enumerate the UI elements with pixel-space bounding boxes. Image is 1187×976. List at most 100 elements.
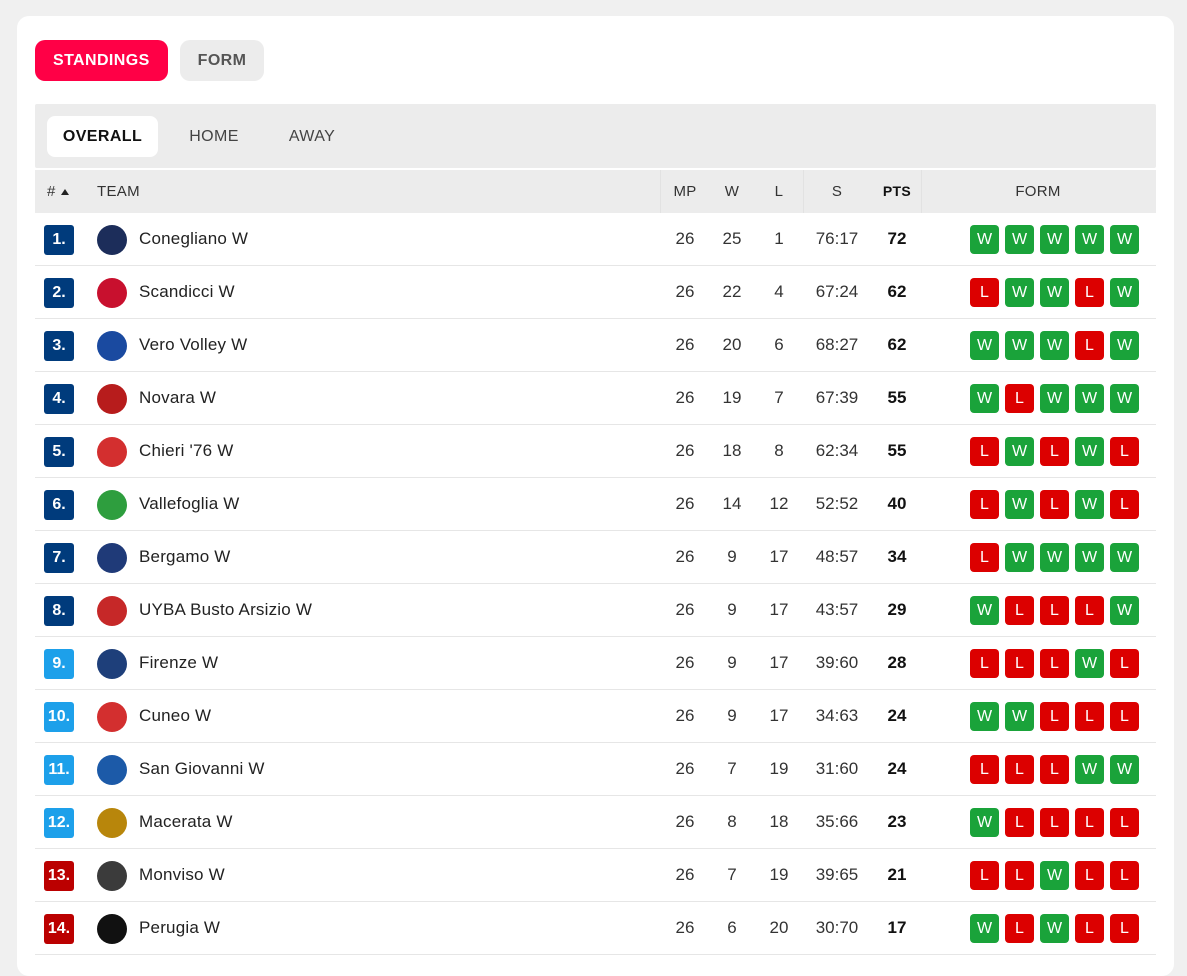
form-loss-badge[interactable]: L [1040,702,1069,731]
form-win-badge[interactable]: W [970,808,999,837]
tab-overall[interactable]: OVERALL [47,116,158,157]
team-name-link[interactable]: Vero Volley W [139,335,248,354]
mp-column-header[interactable]: MP [673,183,697,200]
team-name-link[interactable]: Bergamo W [139,547,231,566]
form-loss-badge[interactable]: L [1075,861,1104,890]
form-loss-badge[interactable]: L [1005,649,1034,678]
form-loss-badge[interactable]: L [1005,861,1034,890]
form-loss-badge[interactable]: L [970,490,999,519]
team-name-link[interactable]: Firenze W [139,653,219,672]
team-name-link[interactable]: Scandicci W [139,282,235,301]
form-win-badge[interactable]: W [1075,649,1104,678]
team-name-link[interactable]: San Giovanni W [139,759,265,778]
form-loss-badge[interactable]: L [970,437,999,466]
form-loss-badge[interactable]: L [970,755,999,784]
form-win-badge[interactable]: W [970,225,999,254]
form-loss-badge[interactable]: L [1040,649,1069,678]
form-win-badge[interactable]: W [1005,437,1034,466]
form-win-badge[interactable]: W [970,702,999,731]
l-column-header[interactable]: L [774,183,784,200]
tab-away[interactable]: AWAY [288,127,336,145]
form-win-badge[interactable]: W [1005,490,1034,519]
form-loss-badge[interactable]: L [1075,331,1104,360]
form-win-badge[interactable]: W [1110,225,1139,254]
table-row[interactable]: 8. UYBA Busto Arsizio W 26 9 17 43:57 29… [35,584,1156,637]
form-win-badge[interactable]: W [1005,543,1034,572]
team-name-link[interactable]: Vallefoglia W [139,494,240,513]
team-name-link[interactable]: Monviso W [139,865,225,884]
form-win-badge[interactable]: W [970,331,999,360]
form-loss-badge[interactable]: L [1110,649,1139,678]
form-win-badge[interactable]: W [1075,225,1104,254]
team-name-link[interactable]: Novara W [139,388,217,407]
form-loss-badge[interactable]: L [1040,596,1069,625]
form-loss-badge[interactable]: L [970,649,999,678]
team-name-link[interactable]: Cuneo W [139,706,212,725]
s-column-header[interactable]: S [831,183,843,200]
team-name-link[interactable]: Perugia W [139,918,221,937]
tab-home[interactable]: HOME [189,127,239,145]
form-loss-badge[interactable]: L [1075,808,1104,837]
form-loss-badge[interactable]: L [1110,861,1139,890]
w-column-header[interactable]: W [724,183,740,200]
form-win-badge[interactable]: W [970,596,999,625]
form-loss-badge[interactable]: L [970,861,999,890]
form-win-badge[interactable]: W [970,384,999,413]
form-loss-badge[interactable]: L [1005,755,1034,784]
team-column-header[interactable]: TEAM [97,183,140,200]
team-name-link[interactable]: Chieri '76 W [139,441,234,460]
pts-column-header[interactable]: PTS [882,183,912,199]
form-win-badge[interactable]: W [1075,490,1104,519]
tab-form[interactable]: FORM [179,40,265,81]
form-loss-badge[interactable]: L [1110,437,1139,466]
team-name-link[interactable]: Conegliano W [139,229,249,248]
form-win-badge[interactable]: W [1075,755,1104,784]
form-win-badge[interactable]: W [1110,278,1139,307]
form-win-badge[interactable]: W [1075,437,1104,466]
form-win-badge[interactable]: W [1005,331,1034,360]
form-loss-badge[interactable]: L [970,278,999,307]
form-loss-badge[interactable]: L [1005,384,1034,413]
rank-column-header[interactable]: # [47,170,69,213]
form-loss-badge[interactable]: L [1040,490,1069,519]
form-loss-badge[interactable]: L [1075,914,1104,943]
form-win-badge[interactable]: W [1110,755,1139,784]
form-win-badge[interactable]: W [1040,278,1069,307]
form-win-badge[interactable]: W [1110,543,1139,572]
form-loss-badge[interactable]: L [1005,914,1034,943]
form-win-badge[interactable]: W [1040,225,1069,254]
form-loss-badge[interactable]: L [1110,808,1139,837]
tab-standings[interactable]: STANDINGS [35,40,168,81]
form-loss-badge[interactable]: L [1005,808,1034,837]
form-win-badge[interactable]: W [1075,384,1104,413]
form-loss-badge[interactable]: L [1110,914,1139,943]
form-win-badge[interactable]: W [1040,543,1069,572]
form-win-badge[interactable]: W [1110,384,1139,413]
form-loss-badge[interactable]: L [1040,808,1069,837]
form-loss-badge[interactable]: L [1110,702,1139,731]
form-loss-badge[interactable]: L [1110,490,1139,519]
form-win-badge[interactable]: W [970,914,999,943]
form-win-badge[interactable]: W [1075,543,1104,572]
form-win-badge[interactable]: W [1040,914,1069,943]
form-win-badge[interactable]: W [1005,278,1034,307]
form-loss-badge[interactable]: L [1075,702,1104,731]
form-loss-badge[interactable]: L [970,543,999,572]
form-loss-badge[interactable]: L [1005,596,1034,625]
form-win-badge[interactable]: W [1040,384,1069,413]
form-loss-badge[interactable]: L [1040,437,1069,466]
form-win-badge[interactable]: W [1005,225,1034,254]
